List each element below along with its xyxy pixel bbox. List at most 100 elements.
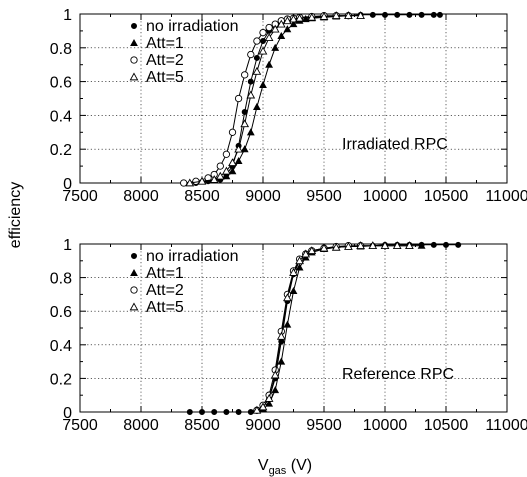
series-line-3 bbox=[256, 245, 410, 411]
data-point-s2 bbox=[241, 71, 249, 79]
data-point-s3 bbox=[319, 243, 329, 252]
data-point-s1 bbox=[283, 320, 292, 328]
data-point-s1 bbox=[277, 31, 286, 39]
data-point-s1 bbox=[228, 167, 237, 175]
y-tick-label: 0.4 bbox=[50, 338, 72, 355]
data-point-s3 bbox=[252, 405, 262, 414]
data-point-s3 bbox=[368, 241, 378, 250]
data-point-s1 bbox=[271, 43, 280, 51]
data-point-s0 bbox=[381, 11, 388, 18]
legend-label: Att=1 bbox=[146, 265, 184, 282]
data-point-s0 bbox=[436, 11, 443, 18]
y-tick-label: 0.6 bbox=[50, 304, 72, 321]
y-tick-label: 0 bbox=[63, 176, 72, 193]
x-axis-title-main: V bbox=[258, 457, 269, 474]
data-point-s1 bbox=[265, 399, 274, 407]
data-point-s3 bbox=[258, 46, 268, 55]
data-point-s1 bbox=[289, 20, 298, 28]
data-point-s3 bbox=[283, 293, 292, 302]
data-point-s3 bbox=[276, 19, 286, 28]
data-point-s3 bbox=[344, 241, 353, 250]
data-point-s3 bbox=[258, 402, 268, 411]
data-point-s1 bbox=[240, 145, 249, 153]
data-point-s3 bbox=[380, 241, 390, 250]
data-point-s1 bbox=[246, 128, 255, 136]
data-point-s3 bbox=[289, 14, 298, 23]
data-point-s1 bbox=[271, 386, 280, 394]
data-point-s0 bbox=[259, 38, 266, 45]
data-point-s0 bbox=[430, 241, 437, 248]
legend-label: no irradiation bbox=[146, 18, 239, 35]
series-line-3 bbox=[189, 15, 361, 184]
data-point-s2 bbox=[222, 150, 231, 158]
data-point-s1 bbox=[289, 287, 298, 295]
legend-marker bbox=[130, 38, 138, 47]
legend-label: Att=2 bbox=[146, 52, 184, 69]
data-point-s2 bbox=[192, 177, 200, 185]
data-point-s0 bbox=[253, 54, 260, 61]
legend-label: Att=5 bbox=[146, 69, 184, 86]
data-point-s3 bbox=[276, 331, 286, 340]
y-tick-label: 1 bbox=[63, 7, 72, 24]
data-point-s0 bbox=[247, 78, 254, 85]
data-point-s1 bbox=[417, 241, 426, 249]
data-point-s0 bbox=[186, 408, 193, 415]
data-point-s3 bbox=[331, 242, 341, 251]
data-point-s0 bbox=[418, 11, 425, 18]
y-tick-label: 0.2 bbox=[50, 371, 72, 388]
data-point-s3 bbox=[344, 11, 353, 20]
y-tick-label: 0.8 bbox=[50, 271, 72, 288]
data-point-s1 bbox=[265, 60, 274, 68]
data-point-s0 bbox=[198, 408, 205, 415]
panel-irradiated: 7500 8000 8500 9000 9500 10000 10500 11000 0 0.2 0… bbox=[50, 7, 527, 205]
x-tick-label: 10000 bbox=[363, 188, 408, 205]
panel-annotation: Reference RPC bbox=[342, 366, 454, 383]
legend-marker bbox=[130, 252, 137, 259]
data-point-s0 bbox=[223, 408, 230, 415]
legend-marker bbox=[129, 72, 139, 81]
data-point-s3 bbox=[307, 246, 317, 255]
x-tick-label: 9000 bbox=[245, 188, 281, 205]
data-point-s3 bbox=[252, 66, 262, 75]
data-point-s0 bbox=[369, 11, 376, 18]
data-point-s3 bbox=[331, 11, 341, 20]
data-point-s0 bbox=[247, 408, 254, 415]
legend-label: no irradiation bbox=[146, 248, 239, 265]
data-point-s2 bbox=[204, 174, 212, 182]
x-tick-label: 11000 bbox=[485, 417, 527, 434]
data-point-s0 bbox=[235, 408, 242, 415]
data-point-s3 bbox=[405, 241, 414, 250]
data-point-s2 bbox=[228, 128, 237, 136]
panel-annotation: Irradiated RPC bbox=[342, 136, 448, 153]
data-point-s1 bbox=[252, 102, 261, 110]
legend-label: Att=1 bbox=[146, 35, 184, 52]
x-tick-label: 9000 bbox=[245, 417, 281, 434]
x-axis-title-subscript: gas bbox=[269, 465, 287, 477]
y-tick-label: 0.4 bbox=[50, 108, 72, 125]
x-tick-label: 7500 bbox=[62, 188, 98, 205]
y-tick-label: 0 bbox=[63, 405, 72, 422]
data-point-s1 bbox=[301, 15, 310, 23]
data-point-s3 bbox=[307, 12, 317, 21]
x-tick-label: 10500 bbox=[424, 188, 469, 205]
x-tick-label: 10500 bbox=[424, 417, 469, 434]
data-point-s3 bbox=[228, 158, 237, 167]
legend-marker bbox=[130, 56, 138, 64]
series-line-2 bbox=[183, 15, 349, 184]
panel-reference: 7500 8000 8500 9000 9500 10000 10500 11000 0 0.2 0… bbox=[50, 237, 527, 434]
data-point-s3 bbox=[356, 241, 365, 250]
legend-label: Att=5 bbox=[146, 299, 184, 316]
data-point-s1 bbox=[234, 157, 243, 165]
data-point-s3 bbox=[222, 166, 231, 175]
data-point-s3 bbox=[264, 33, 274, 41]
data-point-s2 bbox=[247, 50, 255, 59]
x-tick-label: 8500 bbox=[184, 417, 220, 434]
data-point-s2 bbox=[259, 28, 267, 37]
y-tick-label: 1 bbox=[63, 237, 72, 254]
legend-marker bbox=[130, 268, 138, 277]
data-point-s3 bbox=[301, 249, 311, 258]
data-point-s2 bbox=[265, 23, 273, 32]
x-axis-title-unit: (V) bbox=[286, 457, 312, 474]
data-point-s3 bbox=[295, 256, 304, 265]
data-point-s2 bbox=[180, 179, 188, 187]
